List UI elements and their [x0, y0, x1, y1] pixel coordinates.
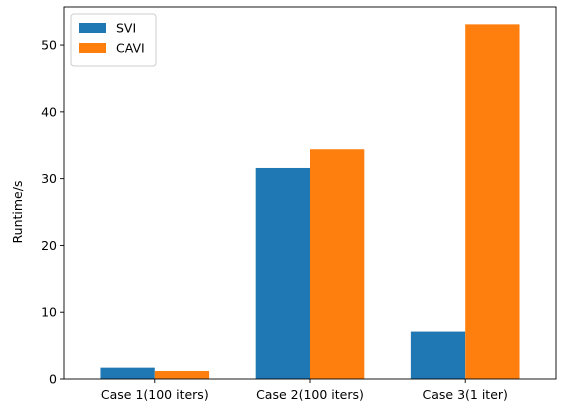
bar-cavi-2 — [310, 149, 365, 379]
y-axis-label: Runtime/s — [10, 181, 25, 244]
bars-layer — [100, 24, 520, 380]
legend-label-cavi: CAVI — [116, 41, 145, 56]
axes-layer: 0 10 20 30 40 50 Case 1(100 iters) Case 2(100 i… — [41, 6, 557, 402]
bar-svi-3 — [410, 331, 466, 379]
y-tick-label: 50 — [41, 38, 57, 53]
bar-svi-2 — [255, 167, 310, 379]
y-tick-label: 0 — [49, 372, 57, 387]
x-tick-label: Case 1(100 iters) — [101, 387, 209, 402]
y-tick-label: 40 — [41, 104, 57, 119]
legend-swatch-cavi — [79, 43, 106, 53]
y-tick-label: 10 — [41, 305, 57, 320]
bar-cavi-3 — [465, 24, 520, 380]
x-tick-label: Case 3(1 iter) — [423, 387, 508, 402]
y-tick-label: 30 — [41, 171, 57, 186]
legend-swatch-svi — [79, 23, 106, 33]
y-tick-label: 20 — [41, 238, 57, 253]
bar-cavi-1 — [154, 370, 210, 379]
bar-svi-1 — [100, 367, 155, 379]
legend-label-svi: SVI — [116, 21, 136, 36]
x-tick-label: Case 2(100 iters) — [256, 387, 364, 402]
legend: SVI CAVI — [70, 13, 157, 67]
